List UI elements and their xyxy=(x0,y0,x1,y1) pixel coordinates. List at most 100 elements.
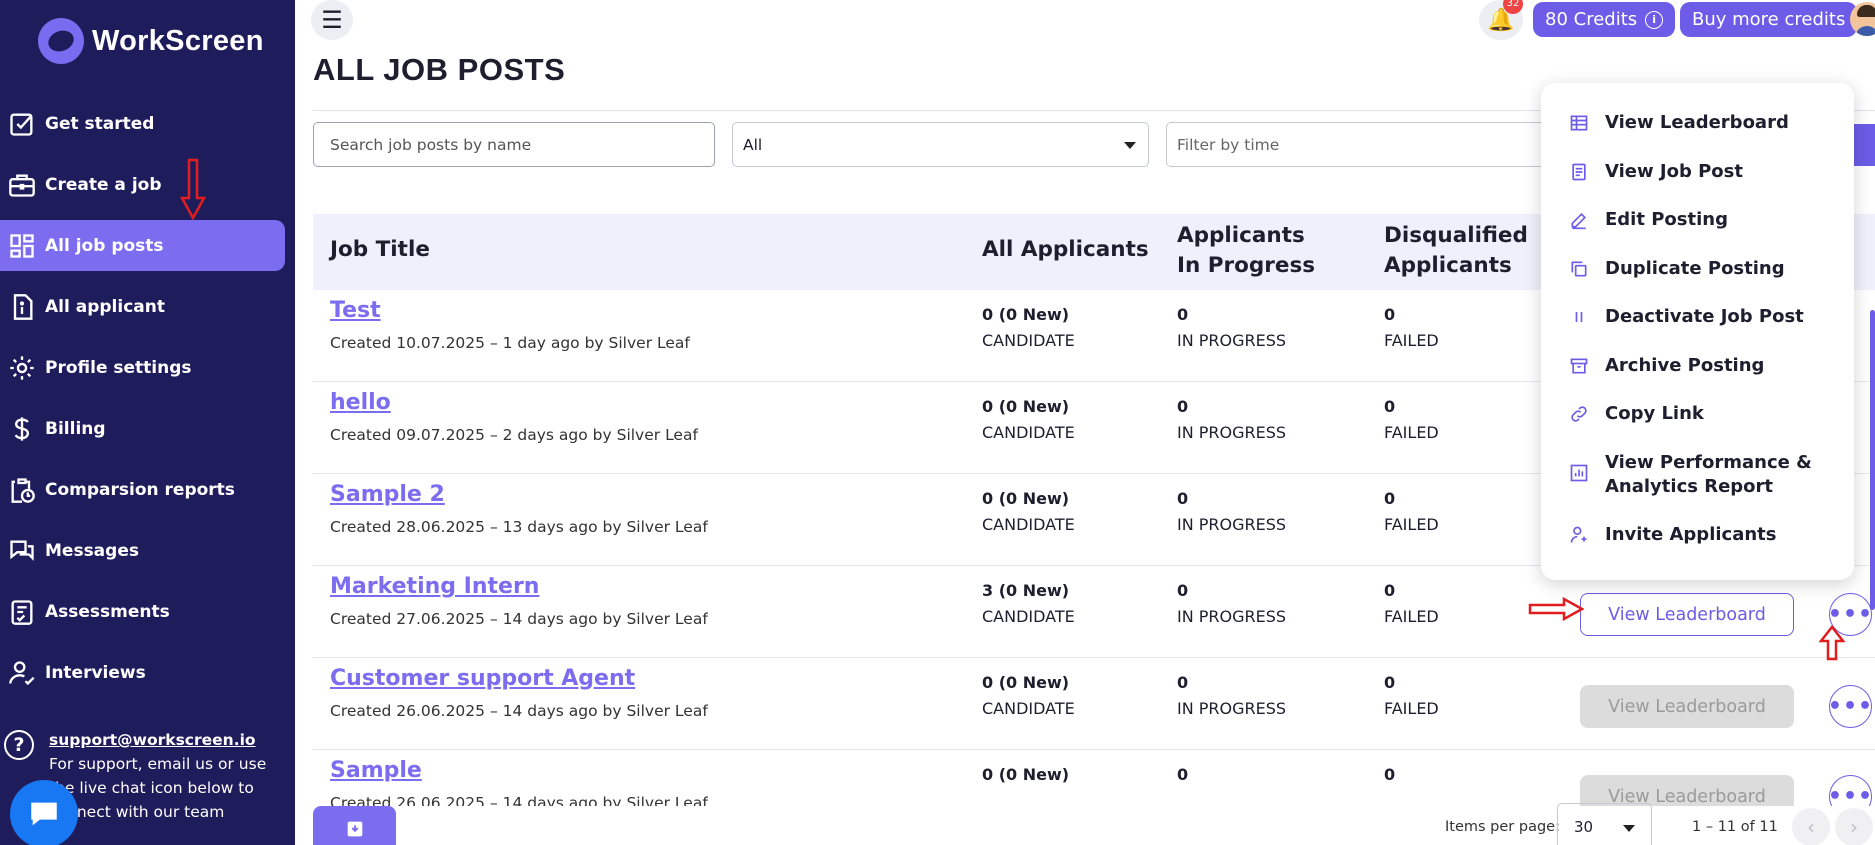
menu-item-label: View Leaderboard xyxy=(1605,112,1789,133)
progress-count: 0 xyxy=(1177,397,1189,416)
briefcase-icon xyxy=(8,171,36,199)
created-info: Created 27.06.2025 – 14 days ago by Silv… xyxy=(330,610,708,628)
job-title-link[interactable]: Customer support Agent xyxy=(330,666,636,691)
row-actions-menu: View Leaderboard View Job Post Edit Post… xyxy=(1541,83,1854,580)
logo-text: WorkScreen xyxy=(92,24,264,57)
chevron-down-icon xyxy=(1124,142,1136,149)
sidebar-item-interviews[interactable]: Interviews xyxy=(0,647,285,698)
applicants-cell: 3 (0 New) CANDIDATE xyxy=(982,578,1075,630)
menu-item-label: Edit Posting xyxy=(1605,209,1728,230)
applicants-count: 0 (0 New) xyxy=(982,673,1070,692)
job-title-link[interactable]: Sample xyxy=(330,758,422,783)
sidebar-item-all-job-posts[interactable]: All job posts xyxy=(0,220,285,271)
search-input[interactable]: Search job posts by name xyxy=(313,122,715,167)
progress-count: 0 xyxy=(1177,581,1189,600)
menu-item-label: Invite Applicants xyxy=(1605,524,1777,545)
menu-item-copy-link[interactable]: Copy Link xyxy=(1569,402,1704,426)
menu-toggle-button[interactable]: ☰ xyxy=(311,0,353,40)
progress-cell: 0 IN PROGRESS xyxy=(1177,394,1286,446)
progress-cell: 0 xyxy=(1177,762,1188,788)
logo[interactable]: WorkScreen xyxy=(38,18,264,64)
failed-cell: 0 FAILED xyxy=(1384,578,1439,630)
job-title-link[interactable]: Sample 2 xyxy=(330,482,445,507)
sidebar-item-label: Messages xyxy=(45,540,139,561)
progress-count: 0 xyxy=(1177,673,1189,692)
help-icon: ? xyxy=(4,730,34,760)
table-row: Sample 2 Created 28.06.2025 – 13 days ag… xyxy=(313,474,1875,566)
previous-page-button[interactable]: ‹ xyxy=(1792,808,1830,845)
sidebar-item-label: Comparsion reports xyxy=(45,479,235,500)
info-icon: i xyxy=(1645,10,1664,29)
failed-label: FAILED xyxy=(1384,423,1439,442)
menu-item-label: View Job Post xyxy=(1605,161,1743,182)
applicants-cell: 0 (0 New) xyxy=(982,762,1069,788)
bar-chart-icon xyxy=(1570,464,1588,482)
failed-label: FAILED xyxy=(1384,331,1439,350)
sidebar-item-billing[interactable]: Billing xyxy=(0,403,285,454)
sidebar-item-get-started[interactable]: Get started xyxy=(0,98,285,149)
menu-item-view-job-post[interactable]: View Job Post xyxy=(1569,160,1743,184)
failed-count: 0 xyxy=(1384,765,1396,784)
column-disqualified: Disqualified Applicants xyxy=(1384,221,1528,281)
more-options-button[interactable]: ••• xyxy=(1828,593,1872,636)
progress-cell: 0 IN PROGRESS xyxy=(1177,578,1286,630)
credits-button[interactable]: 80 Credits i xyxy=(1533,2,1676,37)
menu-item-label: Archive Posting xyxy=(1605,355,1765,376)
status-select[interactable]: All xyxy=(732,122,1149,167)
menu-item-edit-posting[interactable]: Edit Posting xyxy=(1569,208,1728,232)
progress-cell: 0 IN PROGRESS xyxy=(1177,486,1286,538)
sidebar-item-comparison-reports[interactable]: Comparsion reports xyxy=(0,464,285,515)
column-in-progress: Applicants In Progress xyxy=(1177,221,1315,281)
menu-item-deactivate-job-post[interactable]: Deactivate Job Post xyxy=(1569,305,1804,329)
menu-item-archive-posting[interactable]: Archive Posting xyxy=(1569,354,1764,378)
applicants-count: 3 (0 New) xyxy=(982,581,1070,600)
pencil-icon xyxy=(1571,212,1587,230)
applicants-cell: 0 (0 New) CANDIDATE xyxy=(982,486,1075,538)
more-options-button[interactable]: ••• xyxy=(1827,685,1874,728)
sidebar-item-all-applicant[interactable]: All applicant xyxy=(0,281,285,332)
support-section: ? support@workscreen.io For support, ema… xyxy=(4,728,294,824)
failed-count: 0 xyxy=(1384,581,1396,600)
sidebar-item-assessments[interactable]: Assessments xyxy=(0,586,285,637)
menu-item-label: Copy Link xyxy=(1605,403,1704,424)
support-email-link[interactable]: support@workscreen.io xyxy=(49,731,256,749)
credits-label: 80 Credits xyxy=(1545,9,1638,30)
page-title: ALL JOB POSTS xyxy=(313,52,566,87)
view-leaderboard-button[interactable]: View Leaderboard xyxy=(1580,593,1794,636)
applicants-label: CANDIDATE xyxy=(982,607,1075,626)
archive-icon xyxy=(347,821,362,836)
more-options-button[interactable]: ••• xyxy=(1827,775,1874,806)
user-check-icon xyxy=(8,659,36,687)
menu-item-duplicate-posting[interactable]: Duplicate Posting xyxy=(1569,257,1785,281)
live-chat-button[interactable] xyxy=(10,780,78,845)
ellipsis-icon: ••• xyxy=(1827,784,1874,806)
progress-label: IN PROGRESS xyxy=(1177,423,1287,442)
created-info: Created 10.07.2025 – 1 day ago by Silver… xyxy=(330,334,690,352)
job-title-link[interactable]: hello xyxy=(330,390,391,415)
menu-item-invite-applicants[interactable]: Invite Applicants xyxy=(1569,523,1776,547)
buy-credits-button[interactable]: Buy more credits xyxy=(1680,2,1858,37)
view-leaderboard-button[interactable]: View Leaderboard xyxy=(1580,775,1794,806)
sidebar-item-create-job[interactable]: Create a job xyxy=(0,159,285,210)
archive-button[interactable] xyxy=(313,806,396,845)
progress-count: 0 xyxy=(1177,489,1189,508)
annotation-arrow-right xyxy=(1528,597,1584,621)
job-title-link[interactable]: Marketing Intern xyxy=(330,574,540,599)
scrollbar[interactable] xyxy=(1870,310,1875,610)
applicants-count: 0 (0 New) xyxy=(982,305,1070,324)
job-title-link[interactable]: Test xyxy=(330,298,381,323)
items-per-page-select[interactable]: 30 xyxy=(1557,803,1652,845)
sidebar-item-messages[interactable]: Messages xyxy=(0,525,285,576)
progress-label: IN PROGRESS xyxy=(1177,607,1287,626)
menu-item-view-leaderboard[interactable]: View Leaderboard xyxy=(1569,111,1789,135)
ellipsis-icon: ••• xyxy=(1827,694,1874,719)
next-page-button[interactable]: › xyxy=(1835,808,1873,845)
view-leaderboard-button[interactable]: View Leaderboard xyxy=(1580,685,1794,728)
failed-cell: 0 xyxy=(1384,762,1395,788)
column-disqualified-line2: Applicants xyxy=(1384,253,1512,278)
avatar[interactable] xyxy=(1850,2,1875,36)
menu-item-view-performance-report[interactable]: View Performance & Analytics Report xyxy=(1569,451,1812,499)
menu-item-label: Deactivate Job Post xyxy=(1605,306,1804,327)
sidebar-item-profile-settings[interactable]: Profile settings xyxy=(0,342,285,393)
progress-count: 0 xyxy=(1177,305,1189,324)
